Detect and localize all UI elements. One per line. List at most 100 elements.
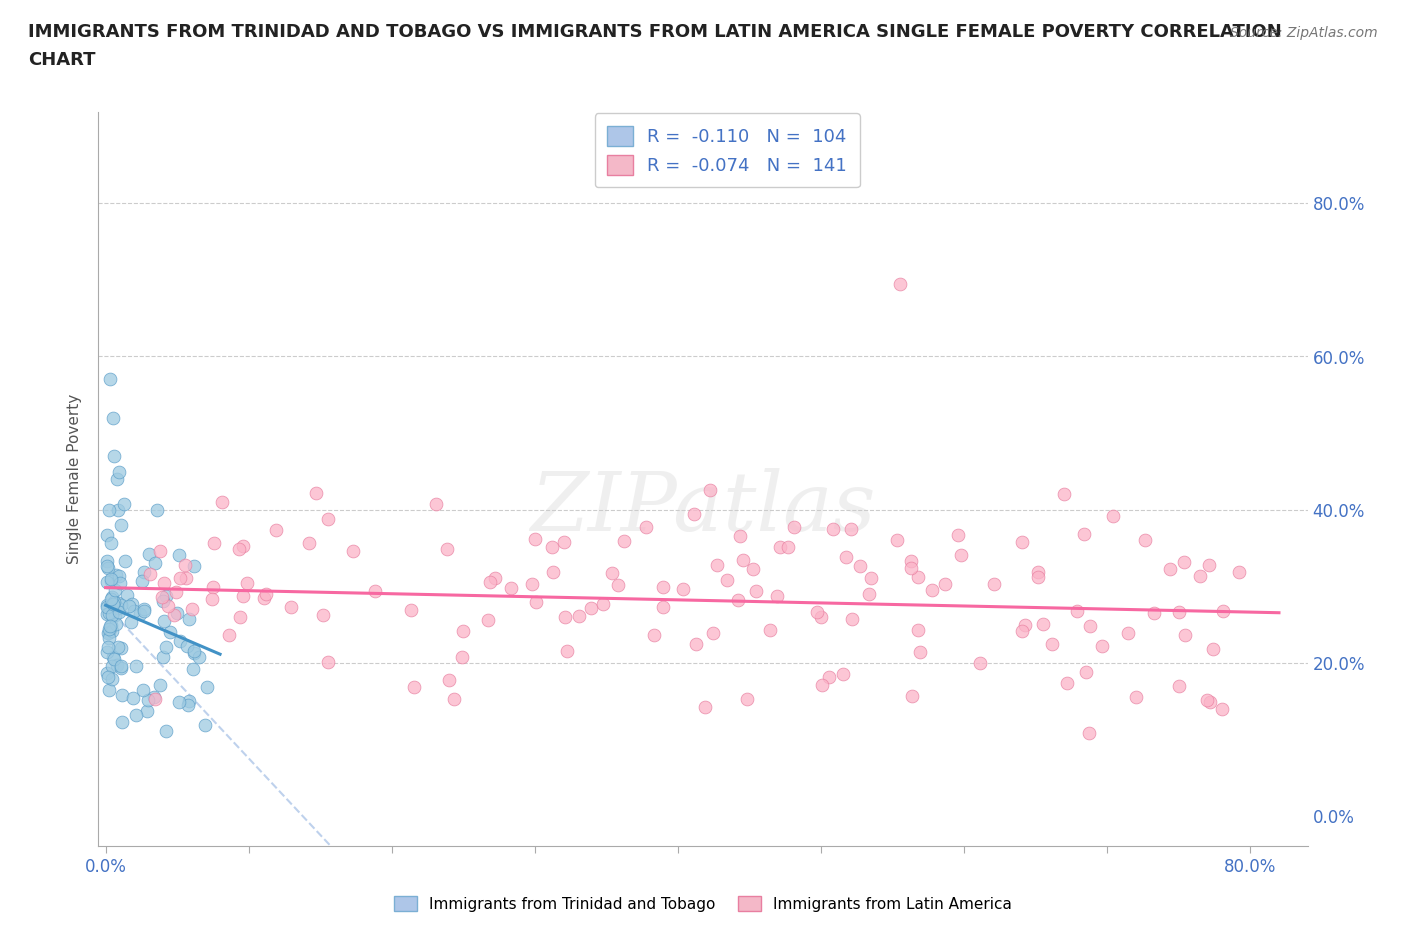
Point	[886, 533, 908, 548]
Point	[742, 562, 765, 577]
Point	[1014, 618, 1036, 632]
Point	[100, 571, 122, 586]
Point	[706, 557, 728, 572]
Point	[179, 611, 201, 626]
Point	[122, 690, 145, 705]
Text: ZIPatlas: ZIPatlas	[530, 469, 876, 549]
Point	[806, 604, 828, 619]
Point	[735, 691, 758, 706]
Point	[96, 553, 118, 568]
Point	[104, 607, 127, 622]
Point	[652, 600, 675, 615]
Point	[900, 561, 922, 576]
Point	[165, 584, 187, 599]
Point	[152, 594, 174, 609]
Point	[112, 497, 135, 512]
Point	[232, 588, 254, 603]
Point	[202, 536, 225, 551]
Text: Source: ZipAtlas.com: Source: ZipAtlas.com	[1230, 26, 1378, 40]
Point	[125, 707, 148, 722]
Point	[1159, 562, 1181, 577]
Point	[776, 539, 799, 554]
Point	[96, 599, 118, 614]
Point	[484, 571, 506, 586]
Point	[436, 541, 458, 556]
Point	[167, 695, 190, 710]
Point	[173, 558, 195, 573]
Point	[228, 609, 250, 624]
Point	[1026, 565, 1049, 579]
Point	[108, 605, 131, 620]
Point	[167, 547, 190, 562]
Point	[181, 662, 204, 677]
Point	[316, 655, 339, 670]
Point	[131, 683, 153, 698]
Point	[134, 601, 156, 616]
Point	[201, 591, 224, 606]
Point	[592, 597, 614, 612]
Point	[479, 574, 502, 589]
Point	[152, 576, 174, 591]
Point	[201, 579, 224, 594]
Point	[907, 622, 929, 637]
Point	[153, 614, 176, 629]
Point	[889, 276, 911, 291]
Point	[699, 483, 721, 498]
Point	[1227, 565, 1250, 579]
Point	[152, 590, 174, 604]
Point	[188, 649, 211, 664]
Point	[232, 538, 254, 553]
Point	[218, 627, 240, 642]
Point	[443, 691, 465, 706]
Point	[105, 472, 128, 486]
Point	[1142, 605, 1164, 620]
Point	[111, 715, 134, 730]
Point	[683, 507, 706, 522]
Point	[97, 670, 120, 684]
Text: CHART: CHART	[28, 51, 96, 69]
Point	[143, 556, 166, 571]
Point	[1102, 509, 1125, 524]
Point	[848, 559, 870, 574]
Point	[96, 644, 118, 659]
Legend: Immigrants from Trinidad and Tobago, Immigrants from Latin America: Immigrants from Trinidad and Tobago, Imm…	[388, 889, 1018, 918]
Point	[451, 650, 474, 665]
Point	[97, 605, 120, 620]
Point	[1202, 642, 1225, 657]
Point	[107, 600, 129, 615]
Point	[1011, 535, 1033, 550]
Point	[1078, 618, 1101, 633]
Point	[108, 465, 131, 480]
Point	[364, 584, 387, 599]
Point	[557, 644, 579, 658]
Point	[96, 559, 118, 574]
Point	[727, 592, 749, 607]
Point	[818, 670, 841, 684]
Point	[1116, 626, 1139, 641]
Point	[107, 596, 129, 611]
Point	[97, 639, 120, 654]
Point	[107, 502, 129, 517]
Point	[115, 588, 138, 603]
Point	[969, 656, 991, 671]
Point	[520, 577, 543, 591]
Point	[155, 589, 177, 604]
Point	[101, 596, 124, 611]
Point	[693, 699, 716, 714]
Point	[135, 703, 157, 718]
Point	[946, 527, 969, 542]
Point	[118, 598, 141, 613]
Point	[759, 623, 782, 638]
Point	[97, 561, 120, 576]
Point	[613, 534, 636, 549]
Point	[860, 570, 883, 585]
Point	[169, 570, 191, 585]
Point	[399, 603, 422, 618]
Point	[1066, 604, 1088, 618]
Point	[183, 644, 205, 658]
Point	[110, 517, 132, 532]
Y-axis label: Single Female Poverty: Single Female Poverty	[67, 393, 83, 565]
Point	[180, 602, 202, 617]
Point	[451, 623, 474, 638]
Point	[104, 567, 127, 582]
